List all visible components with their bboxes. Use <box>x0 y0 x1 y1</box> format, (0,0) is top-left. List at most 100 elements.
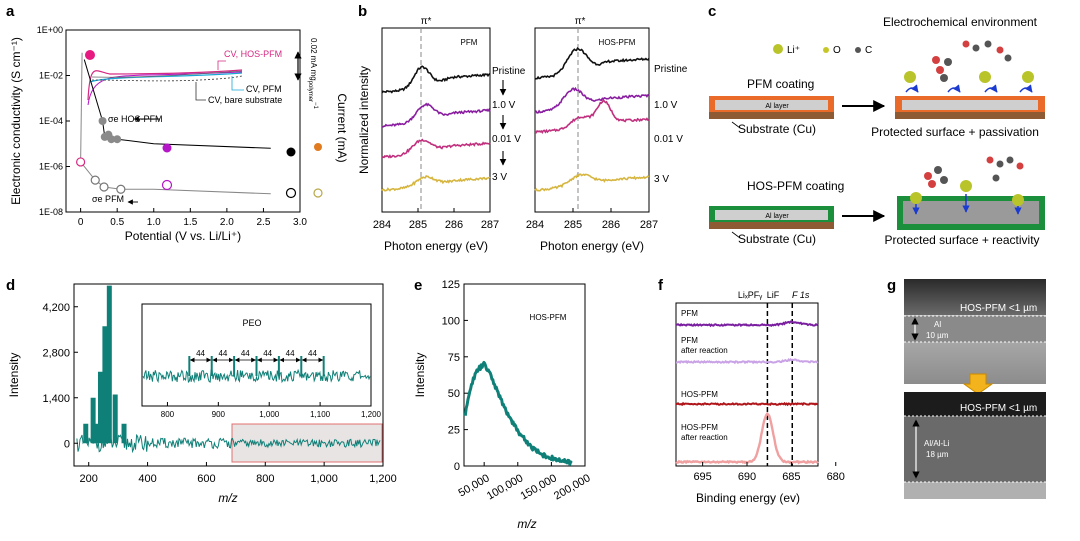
panel-b-xtick-label: 286 <box>602 219 620 231</box>
sem-alli-thickness: 18 µm <box>926 450 949 459</box>
marker-hos-1v <box>162 143 172 153</box>
cv-extra-curve <box>91 70 243 78</box>
panel-g: g HOS-PFM <1 µm Al 10 µm HOS-PFM <1 µm A… <box>887 277 1046 499</box>
panel-e-frame <box>463 283 586 467</box>
legend-o-dot <box>823 47 829 53</box>
al-layer-bottom-left <box>715 210 828 220</box>
inset-xtick-label: 1,100 <box>310 410 331 419</box>
sem-top-label: HOS-PFM <1 µm <box>960 303 1037 314</box>
panel-d-inset-frame <box>141 303 372 407</box>
state-pristine-right: Pristine <box>654 64 688 75</box>
spectrum-hos-3 <box>534 173 650 192</box>
label-hos-after: HOS-PFM after reaction <box>681 423 728 442</box>
panel-f-xtick-label: 685 <box>782 471 800 483</box>
panel-e-xlabel: m/z <box>517 517 536 531</box>
panel-a-xtick-label: 2.0 <box>220 217 234 228</box>
panel-d-ylabel: Intensity <box>7 353 21 398</box>
spectrum-pfm-2 <box>381 138 491 159</box>
panel-a-ytick-label: 1E-02 <box>39 71 63 81</box>
al-layer-top-left <box>715 100 828 110</box>
inset-xtick-label: 1,000 <box>259 410 280 419</box>
panel-d-noise-trace <box>76 433 381 454</box>
mass-peak <box>90 397 96 444</box>
state-1v-right: 1.0 V <box>654 100 678 111</box>
legend-o-label: O <box>833 45 841 56</box>
state-001v-left: 0.01 V <box>492 134 521 145</box>
marker-label-lif: LiF <box>767 290 780 300</box>
substrate-top-left <box>709 112 834 119</box>
panel-d-x-ticks: 200 400 600 800 1,000 1,200 <box>80 462 397 485</box>
inset-x-ticks: 800 900 1,000 1,100 1,200 <box>161 402 382 419</box>
xps-trace-0 <box>675 320 819 328</box>
panel-b-x-ticks: 284 285 286 287 284 285 286 287 <box>373 208 658 231</box>
panel-d-ytick-label: 2,800 <box>42 347 70 359</box>
sem-transition-arrow <box>962 373 994 395</box>
panel-e-ytick-label: 50 <box>448 388 460 400</box>
spectrum-pfm-3 <box>381 174 491 192</box>
state-1v-left: 1.0 V <box>492 100 516 111</box>
cv-pfm-label: CV, PFM <box>246 84 282 94</box>
subpanel-pfm-label: PFM <box>461 38 478 47</box>
al-layer-top-right <box>902 100 1038 110</box>
molecules-top <box>904 40 1034 83</box>
substrate-bottom-left <box>709 222 834 229</box>
legend-c-label: C <box>865 45 872 56</box>
caption-reactivity: Protected surface + reactivity <box>884 233 1039 247</box>
panel-b-xtick-label: 284 <box>526 219 544 231</box>
panel-a-xtick-label: 0 <box>78 217 84 228</box>
marker-pfm-1v <box>161 179 173 191</box>
cv-hos-pfm-curve <box>87 69 243 101</box>
panel-a: a 1E-08 1E-06 1E-04 1E-02 1E+00 0 0.5 1.0 1.5 2.… <box>6 3 349 243</box>
al-label-top-left: Al layer <box>765 103 789 110</box>
panel-f-x-ticks: 695 690 685 680 <box>693 462 845 483</box>
sigma-pfm-point <box>76 157 86 167</box>
sigma-pfm-point <box>90 175 100 185</box>
sigma-hos-point <box>98 117 107 125</box>
sigma-pfm-point <box>116 184 126 194</box>
panel-c-letter: c <box>708 3 716 20</box>
panel-b-xtick-label: 287 <box>640 219 658 231</box>
panel-e-letter: e <box>414 277 422 294</box>
panel-g-letter: g <box>887 277 896 294</box>
panel-d-xtick-label: 1,200 <box>369 473 397 485</box>
panel-f-xtick-label: 680 <box>827 471 845 483</box>
panel-a-scale-label: 0.02 mA mgpolymer−1 <box>307 38 318 110</box>
inset-peaks <box>188 356 325 376</box>
mass-peak <box>112 394 118 444</box>
panel-d-frame <box>73 283 384 467</box>
cv-bare-label: CV, bare substrate <box>208 95 282 105</box>
panel-b-ylabel: Normalized intensity <box>357 66 371 174</box>
panel-a-xtick-label: 2.5 <box>256 217 270 228</box>
panel-b-spectra <box>381 46 650 192</box>
panel-f-xtick-label: 690 <box>738 471 756 483</box>
substrate-leader-bottom <box>731 231 741 239</box>
panel-b-xtick-label: 285 <box>564 219 582 231</box>
state-pristine-left: Pristine <box>492 66 526 77</box>
panel-b-state-labels-left: Pristine 1.0 V 0.01 V 3 V <box>492 66 526 183</box>
sem-bottom-dark-region <box>904 392 1046 416</box>
panel-e-ytick-label: 25 <box>448 425 460 437</box>
mass-peak <box>97 371 103 444</box>
inset-noise-trace <box>142 368 371 384</box>
mass-peak <box>93 423 99 444</box>
mass-peak <box>102 326 108 444</box>
panel-b: b π* π* PFM HOS-PFM 284 285 286 287 284 285 28… <box>357 3 688 253</box>
panel-b-xtick-label: 284 <box>373 219 391 231</box>
pi-star-right: π* <box>575 16 586 27</box>
spacing-label: 44 <box>241 349 250 358</box>
panel-f-letter: f <box>658 277 664 294</box>
panel-d-xtick-label: 1,000 <box>310 473 338 485</box>
inset-xtick-label: 1,200 <box>361 410 382 419</box>
panel-b-frame-left <box>381 27 491 213</box>
panel-a-ytick-label: 1E-04 <box>39 116 63 126</box>
spectrum-hos-2 <box>535 98 650 134</box>
panel-d-y-ticks: 0 1,400 2,800 4,200 <box>42 302 78 450</box>
legend-li-dot <box>773 44 783 54</box>
spacing-label: 44 <box>308 349 317 358</box>
substrate-leader-top <box>731 121 741 129</box>
sem-bottom-label: HOS-PFM <1 µm <box>960 403 1037 414</box>
sem-bottom-substrate <box>904 482 1046 499</box>
panel-d-xtick-label: 200 <box>80 473 98 485</box>
